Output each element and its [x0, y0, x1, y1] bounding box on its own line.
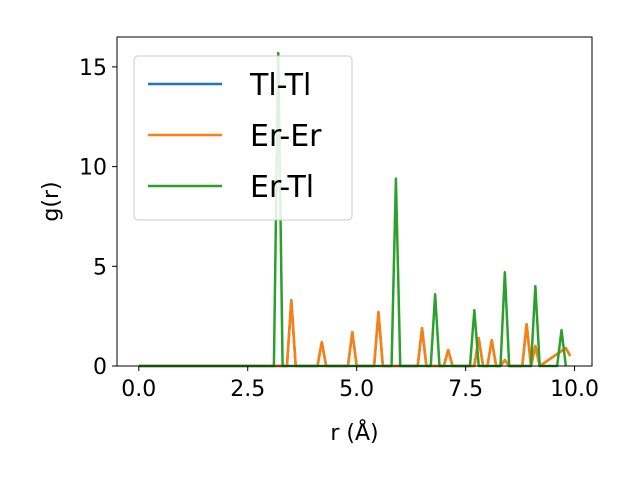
y-axis: 0 5 10 15: [79, 56, 117, 380]
x-axis: 0.0 2.5 5.0 7.5 10.0: [121, 366, 599, 402]
x-tick-label: 10.0: [550, 377, 599, 402]
y-tick-label: 10: [79, 156, 107, 181]
series-line-er-er: [138, 298, 572, 368]
x-axis-label: r (Å): [330, 419, 378, 446]
x-tick-label: 2.5: [230, 377, 265, 402]
legend: Tl-Tl Er-Er Er-Tl: [133, 55, 353, 221]
y-axis-label: g(r): [39, 181, 64, 221]
axes-frame: [116, 36, 593, 367]
legend-label: Er-Tl: [250, 170, 314, 205]
legend-label: Tl-Tl: [249, 68, 311, 103]
y-tick-label: 0: [93, 355, 107, 380]
x-tick-label: 0.0: [121, 377, 156, 402]
x-tick-label: 7.5: [448, 377, 483, 402]
y-tick-label: 15: [79, 56, 107, 81]
y-tick-label: 5: [93, 255, 107, 280]
legend-box: [133, 55, 353, 221]
x-tick-label: 5.0: [339, 377, 374, 402]
legend-label: Er-Er: [250, 119, 322, 154]
